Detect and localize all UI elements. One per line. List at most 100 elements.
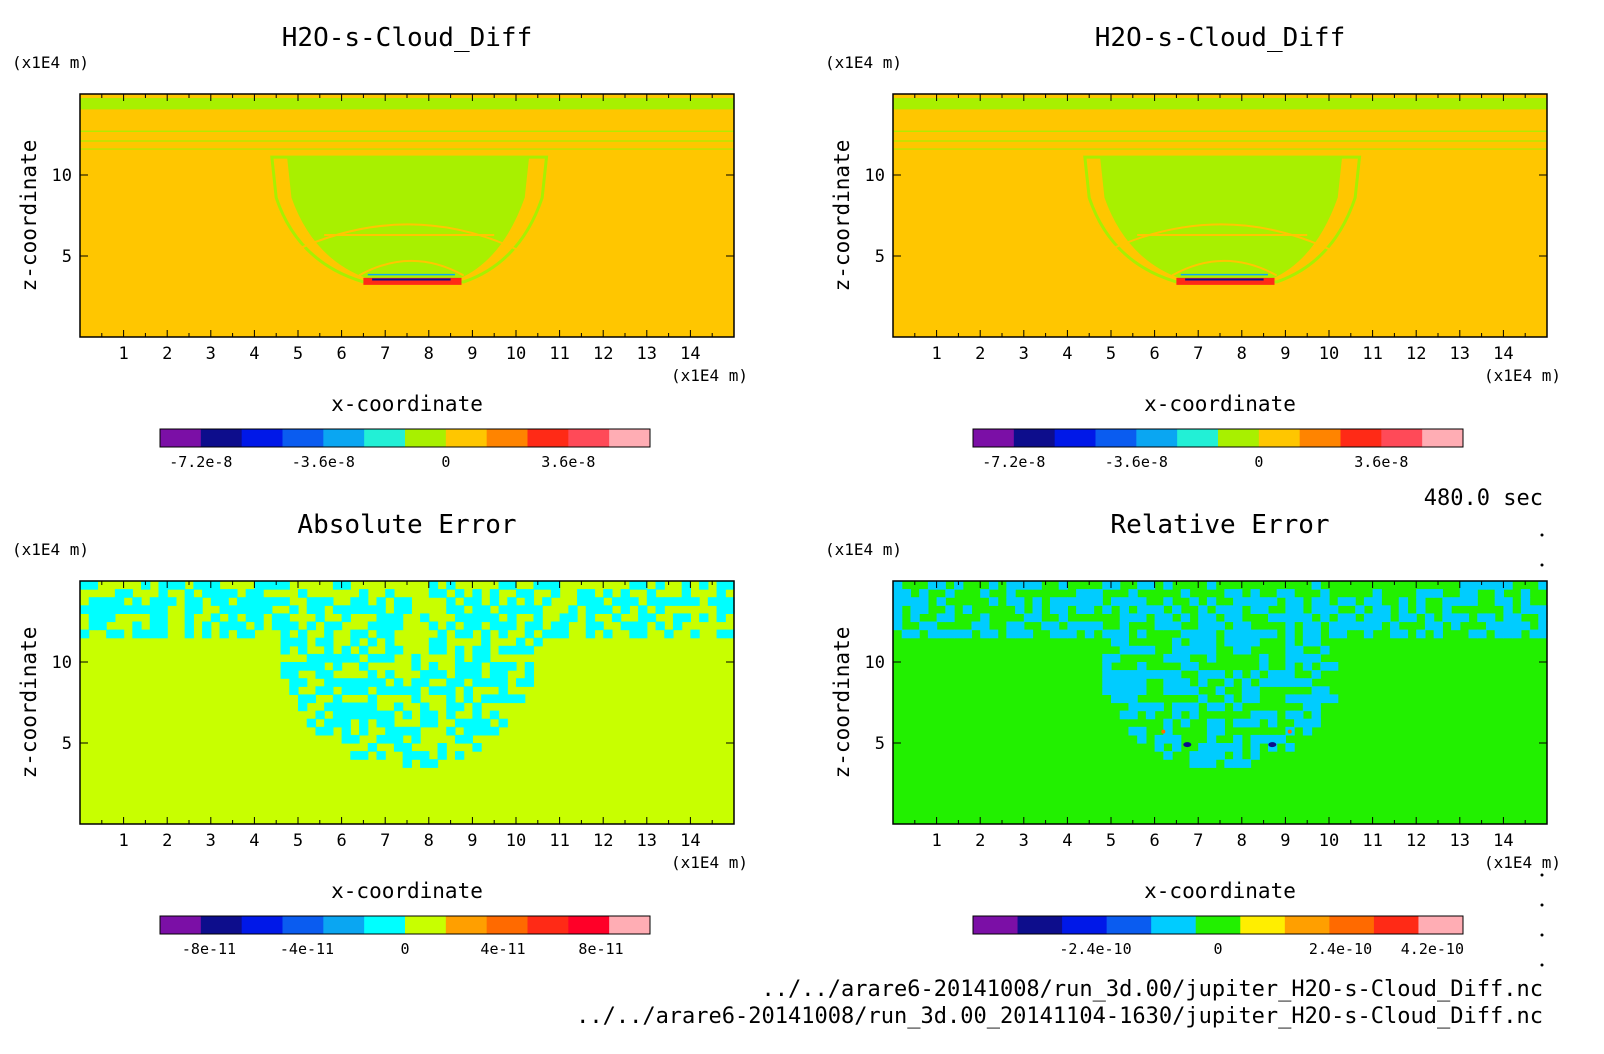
error-cell: [1276, 589, 1286, 598]
error-cell: [524, 605, 535, 614]
error-cell: [1259, 662, 1269, 671]
x-tick-label: 7: [1193, 831, 1203, 851]
error-cell: [699, 613, 709, 623]
error-cell: [1102, 662, 1112, 671]
error-cell: [1538, 581, 1548, 590]
error-cell: [1337, 597, 1348, 606]
x-tick-label: 2: [162, 831, 172, 851]
error-cell: [463, 629, 473, 639]
error-cell: [420, 678, 430, 687]
error-cell: [1233, 629, 1243, 639]
colorbar-frame: [972, 915, 1464, 935]
colorbar-tick-label: 3.6e-8: [1354, 453, 1408, 471]
colorbar-swatch: [486, 429, 528, 447]
error-cell: [298, 637, 308, 647]
colorbar-tick-label: -3.6e-8: [292, 453, 355, 471]
error-cell: [472, 605, 482, 614]
error-cell: [1320, 662, 1330, 671]
error-cell: [315, 710, 325, 720]
error-cell: [271, 581, 282, 590]
error-cell: [1355, 621, 1365, 631]
error-cell: [1294, 653, 1304, 663]
x-tick-label: 5: [293, 831, 303, 851]
error-cell: [80, 605, 90, 614]
error-cell: [1119, 605, 1130, 614]
error-cell: [1215, 743, 1225, 752]
error-cell: [507, 597, 517, 606]
error-cell: [893, 621, 903, 631]
error-cell: [463, 613, 473, 623]
error-cell: [1311, 621, 1321, 631]
error-cell: [1215, 686, 1225, 695]
x-tick-label: 12: [1406, 344, 1426, 364]
error-cell: [1102, 581, 1112, 590]
error-cell: [1224, 694, 1234, 704]
error-cell: [359, 718, 369, 728]
error-cell: [1267, 718, 1278, 728]
error-cell: [167, 597, 177, 606]
error-cell: [611, 597, 622, 606]
error-cell: [393, 645, 404, 655]
error-cell: [1119, 694, 1130, 704]
error-cell: [1267, 629, 1278, 639]
error-cell: [481, 726, 491, 736]
error-cell: [376, 629, 386, 639]
error-cell: [141, 581, 151, 590]
error-cell: [945, 629, 955, 639]
error-cell: [901, 629, 912, 639]
error-cell: [359, 751, 369, 760]
error-cell: [1154, 734, 1164, 744]
inner-arc: [293, 223, 521, 253]
colorbar-swatch: [323, 429, 365, 447]
error-cell: [1137, 581, 1147, 590]
margin-dot: [1540, 933, 1544, 937]
error-cell: [927, 621, 938, 631]
y-tick-label: 10: [52, 653, 72, 673]
error-cell: [1311, 629, 1321, 639]
error-cell: [289, 637, 299, 647]
error-cell: [1137, 629, 1147, 639]
cloud-core: [287, 157, 530, 279]
error-cell: [725, 605, 735, 614]
error-cell: [472, 710, 482, 720]
error-cell: [1233, 751, 1243, 760]
error-cell: [655, 605, 665, 614]
error-cell: [341, 702, 351, 712]
error-cell: [463, 686, 473, 695]
error-cell: [655, 597, 665, 606]
error-cell: [158, 629, 168, 639]
error-cell: [927, 629, 938, 639]
colorbar-tick-label: -2.4e-10: [1059, 940, 1131, 958]
error-cell: [350, 702, 360, 712]
error-cell: [1206, 621, 1217, 631]
error-cell: [716, 597, 726, 606]
error-cell: [603, 589, 613, 598]
error-cell: [481, 645, 491, 655]
error-cell: [524, 589, 535, 598]
error-cell: [1468, 581, 1478, 590]
error-cell: [1015, 621, 1025, 631]
margin-dot: [1540, 963, 1544, 967]
error-cell: [1058, 581, 1068, 590]
colorbar-swatch: [1258, 429, 1301, 447]
error-cell: [175, 581, 186, 590]
error-cell: [498, 686, 508, 695]
error-cell: [350, 653, 360, 663]
error-cell: [1119, 645, 1130, 655]
error-cell: [219, 589, 229, 598]
error-cell: [219, 621, 229, 631]
error-cell: [550, 581, 561, 590]
colorbar-tick-label: 4e-11: [480, 940, 525, 958]
error-cell: [1180, 702, 1191, 712]
error-cell: [1267, 670, 1278, 679]
error-cell: [306, 694, 317, 704]
error-cell: [1468, 629, 1478, 639]
x-axis-label: x-coordinate: [1144, 879, 1296, 903]
error-cell: [1477, 581, 1487, 590]
error-cell: [1015, 605, 1025, 614]
error-cell: [428, 686, 439, 695]
error-cell: [472, 645, 482, 655]
error-cell: [1145, 670, 1156, 679]
error-cell: [411, 751, 421, 760]
error-cell: [359, 645, 369, 655]
